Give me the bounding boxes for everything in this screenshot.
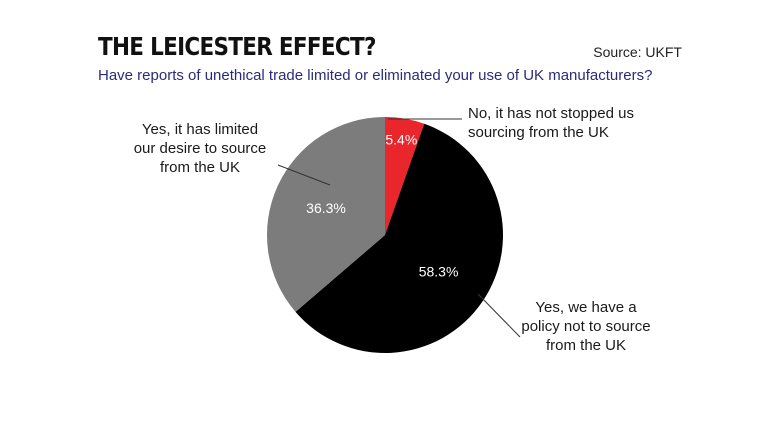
chart-title: THE LEICESTER EFFECT? [98, 32, 376, 61]
annotation-line: from the UK [160, 159, 240, 176]
annotation-line: Yes, we have a [535, 299, 637, 316]
annotation-line: policy not to source [521, 318, 650, 335]
annotation-no_stopped: No, it has not stopped us sourcing from t… [468, 105, 634, 141]
slice-annotations: No, it has not stopped us sourcing from t… [134, 105, 651, 354]
annotation-line: from the UK [546, 337, 626, 354]
annotation-line: No, it has not stopped us [468, 105, 634, 122]
annotation-policy: Yes, we have a policy not to source from t… [521, 299, 650, 354]
annotation-line: Yes, it has limited [142, 121, 258, 138]
pie-slice-limited [267, 117, 385, 312]
leader-line-policy [477, 293, 521, 338]
pie-slice-no_stopped [385, 117, 425, 235]
leader-lines [277, 118, 521, 338]
value-label-no_stopped: 5.4% [385, 132, 417, 148]
value-labels: 5.4% 58.3% 36.3% [306, 132, 458, 280]
leader-line-limited [277, 164, 331, 186]
value-label-limited: 36.3% [306, 200, 346, 216]
annotation-line: our desire to source [134, 140, 267, 157]
value-label-policy: 58.3% [419, 264, 459, 280]
pie-slice-policy [295, 123, 503, 354]
chart-subtitle: Have reports of unethical trade limited … [98, 67, 653, 84]
annotation-limited: Yes, it has limited our desire to source f… [134, 121, 267, 176]
source-label: Source: UKFT [593, 44, 682, 60]
annotation-line: sourcing from the UK [468, 124, 609, 141]
pie-slices [267, 117, 503, 354]
